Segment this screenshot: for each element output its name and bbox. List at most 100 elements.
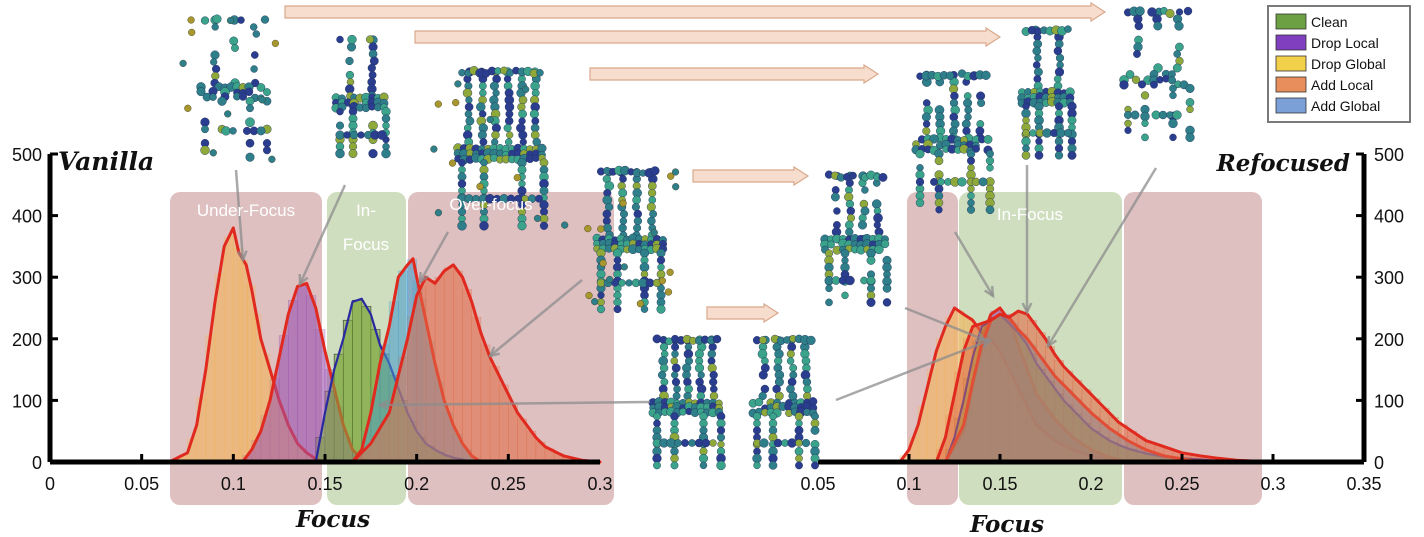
chair-point <box>539 186 549 196</box>
legend-swatch-drop-global <box>1275 55 1307 72</box>
chair-point <box>336 35 344 44</box>
chair-point <box>1131 75 1141 84</box>
chair-point <box>717 440 725 449</box>
chair-noise-point <box>448 159 457 167</box>
chair-point <box>1183 6 1193 16</box>
chair-noise-point <box>179 59 187 68</box>
chair-point <box>1169 133 1177 142</box>
x-tick-label-0-0: 0 <box>45 474 55 494</box>
chair-point <box>345 70 355 80</box>
chair-point <box>758 391 767 401</box>
chair-point <box>670 447 679 456</box>
chair-noise-point <box>486 115 494 124</box>
chair-point <box>462 88 473 98</box>
chair-point <box>1172 63 1182 73</box>
chair-point <box>229 127 237 135</box>
chair-add-local-refocused <box>820 170 892 307</box>
chair-point <box>368 120 378 131</box>
chair-point <box>754 397 764 407</box>
chair-point <box>503 123 512 132</box>
chair-point <box>659 363 669 373</box>
chair-point <box>347 34 357 45</box>
chair-point <box>684 384 693 394</box>
chair-point <box>382 121 390 130</box>
chair-noise-point <box>188 28 196 37</box>
chair-point <box>1175 8 1184 16</box>
chair-point <box>671 343 680 352</box>
arrow-5 <box>706 302 780 324</box>
chair-point <box>1067 150 1077 160</box>
chair-point <box>666 438 676 448</box>
chair-point <box>518 95 528 105</box>
chair-point <box>535 194 543 203</box>
chair-point <box>631 202 640 211</box>
chair-point <box>981 70 991 80</box>
pointer-add-local-refocused <box>904 306 986 342</box>
chair-point <box>795 454 803 463</box>
chair-point <box>657 263 665 271</box>
chair-point <box>531 117 540 125</box>
chair-noise-point <box>454 80 462 88</box>
chair-point <box>200 117 210 127</box>
distribution-curves <box>167 226 1275 464</box>
region-label-in-focus-right: In-Focus <box>997 205 1063 224</box>
x-tick-label-1-2: 0.15 <box>982 474 1017 494</box>
chair-point <box>656 269 666 279</box>
legend-swatch-add-local <box>1275 76 1307 93</box>
chair-point <box>256 126 266 136</box>
chair-point <box>1185 98 1195 107</box>
pointer-clean-left-head <box>377 399 390 411</box>
chair-noise-point <box>658 277 667 285</box>
chair-point <box>945 71 955 80</box>
chair-point <box>653 419 661 428</box>
chair-point <box>489 81 499 91</box>
chair-point <box>335 130 345 140</box>
chair-point <box>518 109 527 119</box>
chair-point <box>479 221 489 231</box>
chair-point <box>251 78 260 88</box>
chair-point <box>343 131 351 139</box>
chair-point <box>769 412 777 421</box>
chair-point <box>789 364 798 372</box>
chair-point <box>825 298 833 307</box>
y-tick-label-0-2: 200 <box>12 330 42 350</box>
chair-noise-point <box>258 96 266 104</box>
pointer-drop-global-refocused-head <box>1046 335 1058 349</box>
chair-point <box>929 134 939 144</box>
arrow-3 <box>589 63 880 85</box>
chair-point <box>921 112 931 122</box>
chair-point <box>682 370 691 380</box>
y-tick-label-0-5: 500 <box>12 145 42 165</box>
chair-point <box>795 461 803 470</box>
chair-point <box>825 284 833 293</box>
chair-point <box>647 216 656 226</box>
chair-point <box>786 350 795 359</box>
chair-point <box>983 134 993 144</box>
chair-noise-point <box>452 98 460 107</box>
chair-point <box>937 178 945 186</box>
region-label-in-focus-line1: In- <box>356 201 376 220</box>
chair-point <box>759 438 769 448</box>
chair-point <box>263 146 272 155</box>
chair-point <box>1167 76 1176 85</box>
y-tick-label-1-2: 200 <box>1374 330 1404 350</box>
chair-point <box>972 144 980 153</box>
chair-point <box>212 64 221 74</box>
chair-noise-point <box>619 199 627 207</box>
chair-clean-left <box>648 334 726 471</box>
chair-point <box>200 145 210 155</box>
chair-point <box>806 335 816 346</box>
legend-swatch-drop-local <box>1275 34 1307 51</box>
pointer-add-local-vanilla-head <box>487 346 501 358</box>
chair-point <box>536 69 544 77</box>
chair-point <box>716 460 726 471</box>
chair-point <box>758 370 768 380</box>
chair-point <box>336 121 345 130</box>
chair-point <box>465 96 473 104</box>
chair-point <box>1064 25 1072 33</box>
pointer-drop-global-vanilla <box>234 169 245 261</box>
chair-point <box>245 96 255 106</box>
chair-point <box>613 305 622 314</box>
chair-point <box>922 126 931 135</box>
chair-point <box>811 461 819 470</box>
